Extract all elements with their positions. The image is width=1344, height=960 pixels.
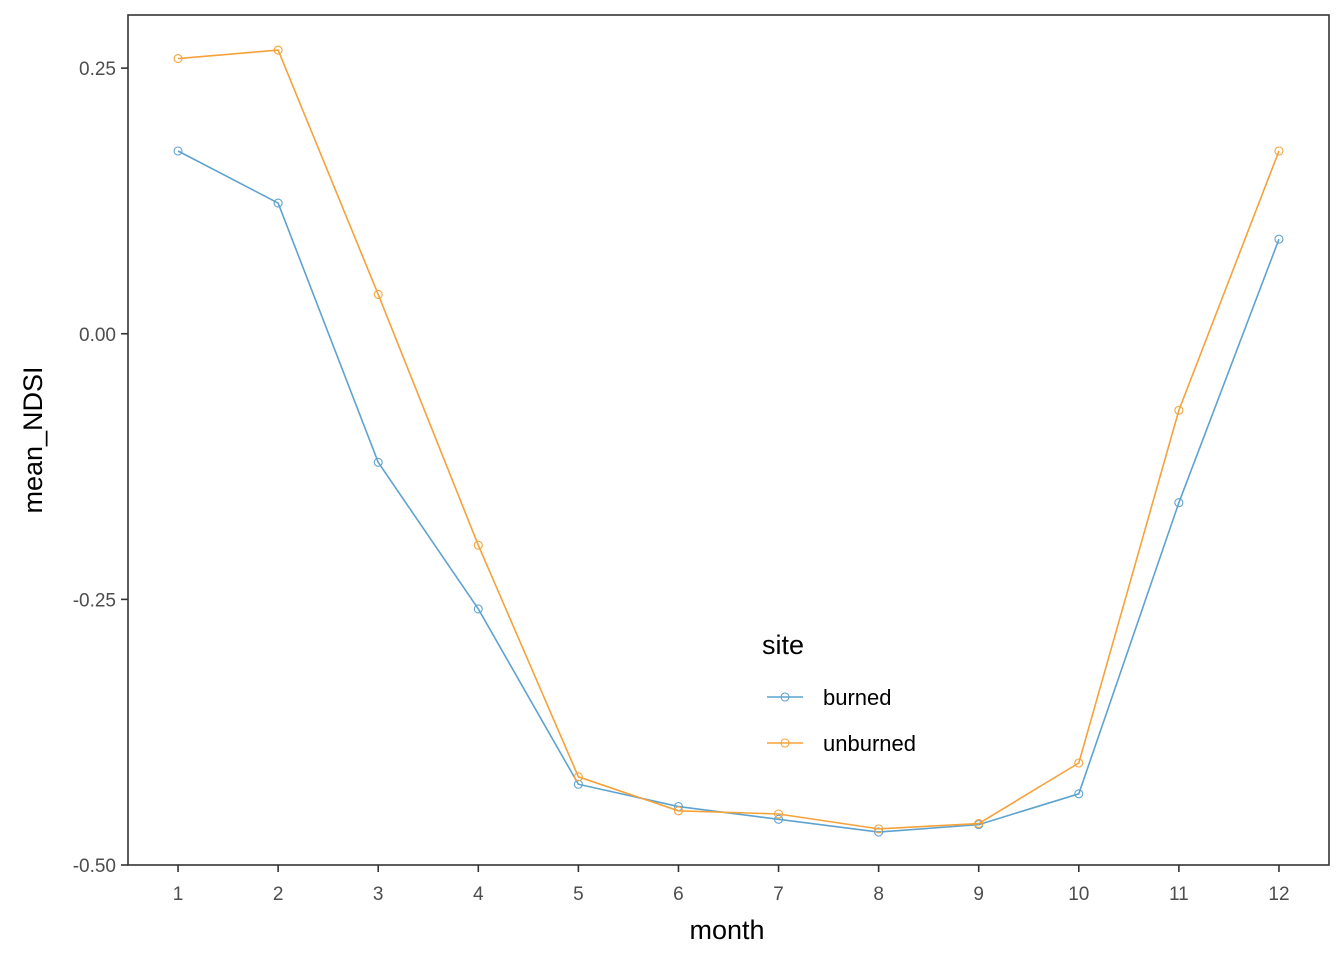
y-axis: 0.25 0.00 -0.25 -0.50 [73, 59, 128, 877]
data-point-burned [874, 827, 884, 837]
legend-item-burned: burned [767, 685, 892, 710]
data-point-burned [773, 814, 784, 824]
y-tick-label: 0.25 [79, 59, 116, 80]
y-tick-label: -0.25 [73, 590, 116, 611]
data-point-unburned [173, 54, 183, 64]
data-point-unburned [1274, 146, 1284, 156]
x-tick-label: 6 [673, 884, 684, 905]
y-tick-label: 0.00 [79, 325, 116, 346]
x-tick-label: 5 [573, 884, 584, 905]
data-point-burned [1274, 234, 1284, 244]
plot-panel [127, 14, 1330, 866]
x-tick-label: 7 [773, 884, 784, 905]
data-point-unburned [874, 824, 884, 834]
legend-label-unburned: unburned [823, 731, 916, 756]
data-point-burned [473, 604, 483, 614]
data-point-unburned [373, 289, 383, 299]
x-tick-label: 9 [973, 884, 984, 905]
legend: site burned unburned [762, 630, 916, 756]
data-point-unburned [473, 540, 483, 550]
series-unburned [173, 45, 1284, 834]
x-tick-label: 3 [373, 884, 384, 905]
legend-title: site [762, 630, 804, 660]
x-axis-title: month [689, 915, 764, 945]
x-tick-label: 8 [873, 884, 884, 905]
x-tick-label: 4 [473, 884, 484, 905]
legend-key-point-burned [780, 692, 790, 702]
data-point-burned [373, 457, 383, 467]
data-point-unburned [573, 772, 583, 782]
y-axis-title: mean_NDSI [18, 366, 48, 513]
data-point-burned [1174, 498, 1184, 508]
x-tick-label: 10 [1068, 884, 1089, 905]
series-line-unburned [177, 49, 1280, 830]
data-point-unburned [974, 819, 984, 829]
data-point-unburned [273, 45, 283, 55]
data-point-unburned [773, 809, 784, 819]
x-tick-label: 11 [1169, 884, 1189, 905]
legend-item-unburned: unburned [767, 731, 916, 756]
data-point-unburned [1174, 405, 1184, 415]
data-point-burned [273, 198, 283, 208]
x-tick-label: 12 [1268, 884, 1289, 905]
data-point-unburned [673, 806, 684, 816]
data-point-burned [573, 779, 583, 789]
x-tick-label: 1 [173, 884, 184, 905]
data-point-burned [173, 146, 183, 156]
data-point-unburned [1074, 758, 1084, 768]
x-axis: 1 2 3 4 5 6 7 8 9 10 11 12 [173, 865, 1290, 905]
y-tick-label: -0.50 [73, 856, 116, 877]
x-tick-label: 2 [273, 884, 284, 905]
data-point-burned [1074, 789, 1084, 799]
series-layer [173, 45, 1284, 837]
legend-label-burned: burned [823, 685, 892, 710]
legend-key-point-unburned [780, 738, 790, 748]
